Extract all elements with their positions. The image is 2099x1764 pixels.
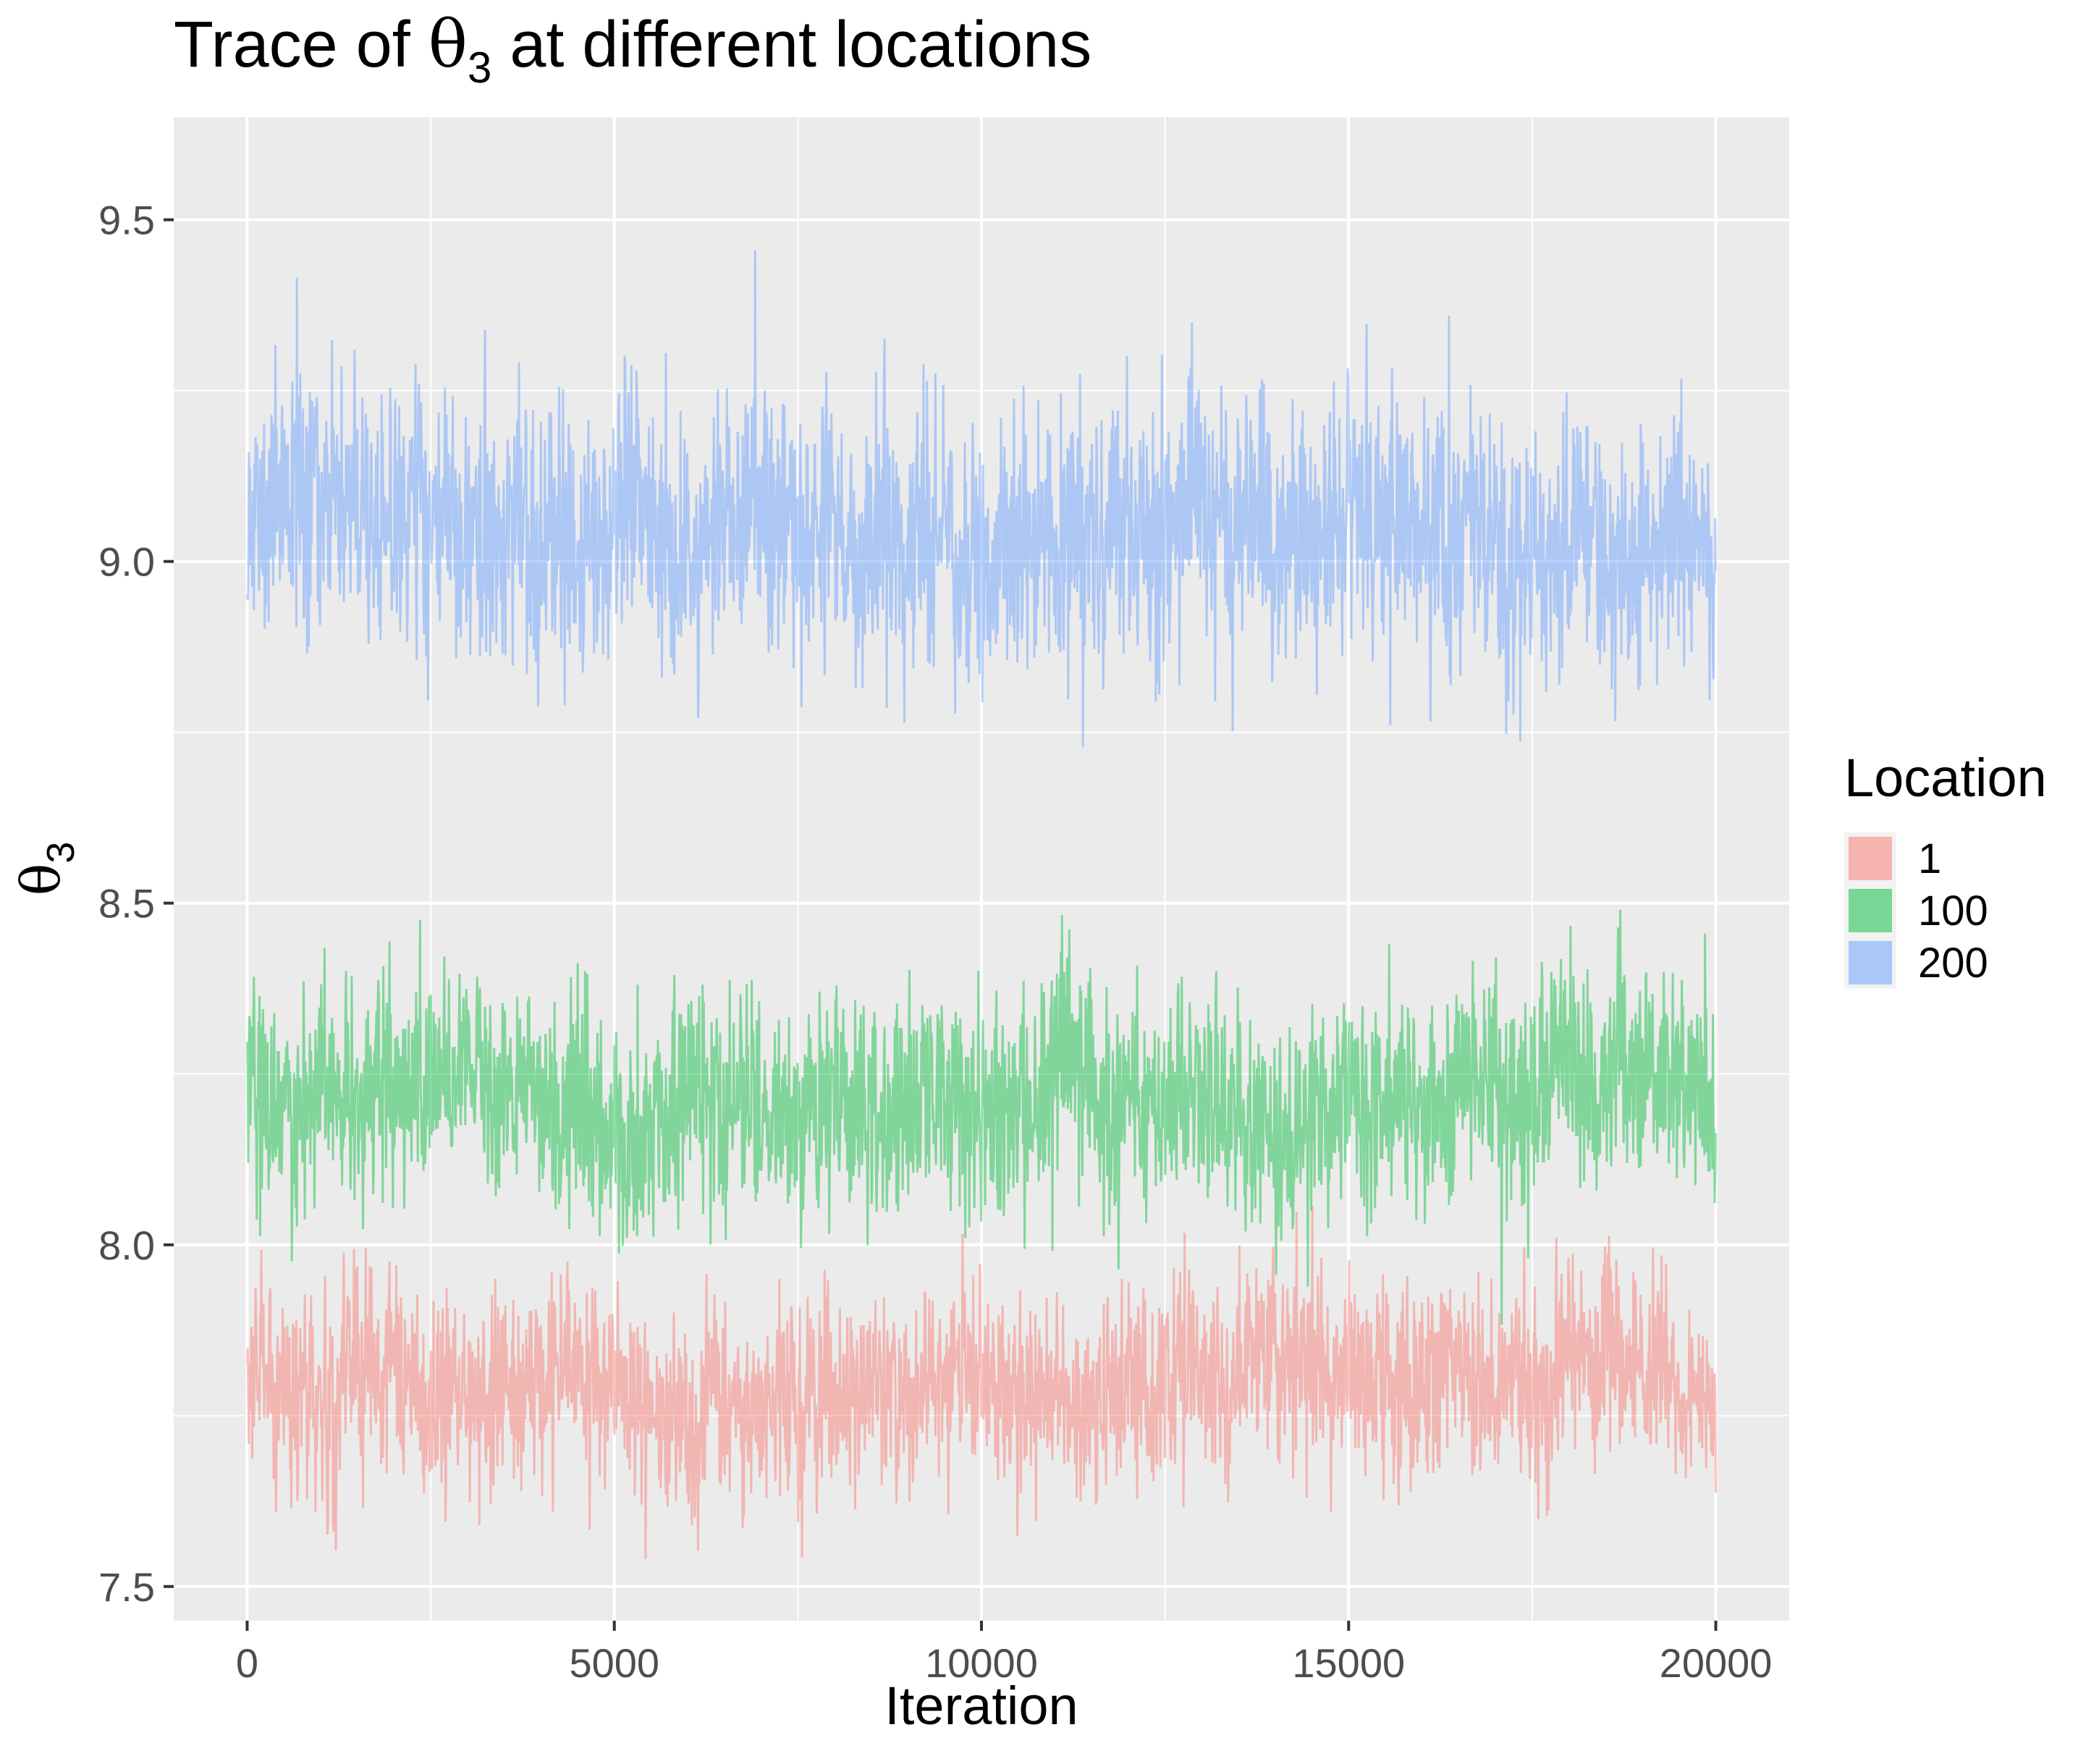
legend-swatch — [1849, 941, 1892, 984]
trace-line-location-100 — [246, 909, 1717, 1325]
svg-text:θ3: θ3 — [10, 842, 83, 896]
legend-label: 100 — [1918, 887, 1988, 934]
y-axis-ticks: 7.5 8.0 8.5 9.0 9.5 — [98, 198, 174, 1610]
chart-title: Trace of θ3 at different locations — [174, 7, 1091, 92]
y-axis-title: θ3 — [10, 842, 83, 896]
legend-label: 1 — [1918, 835, 1941, 882]
trace-line-location-1 — [246, 1206, 1717, 1560]
x-tick-label: 20000 — [1660, 1640, 1773, 1686]
x-tick-label: 0 — [236, 1640, 258, 1686]
trace-line-location-200 — [246, 250, 1717, 748]
legend-swatch — [1849, 889, 1892, 932]
y-tick-label: 8.5 — [98, 881, 155, 927]
x-axis-title: Iteration — [884, 1676, 1078, 1736]
legend-label: 200 — [1918, 940, 1988, 987]
major-gridlines — [174, 117, 1789, 1621]
y-tick-label: 7.5 — [98, 1564, 155, 1610]
legend-swatch — [1849, 837, 1892, 880]
legend: Location 1 100 200 — [1844, 748, 2047, 989]
x-tick-label: 5000 — [569, 1640, 659, 1686]
y-tick-label: 9.0 — [98, 539, 155, 585]
x-tick-label: 15000 — [1292, 1640, 1405, 1686]
y-tick-label: 9.5 — [98, 198, 155, 243]
series-layer — [246, 250, 1717, 1560]
x-tick-label: 10000 — [925, 1640, 1038, 1686]
legend-title: Location — [1844, 748, 2047, 808]
x-axis-ticks: 0 5000 10000 15000 20000 — [236, 1621, 1773, 1686]
y-tick-label: 8.0 — [98, 1223, 155, 1268]
